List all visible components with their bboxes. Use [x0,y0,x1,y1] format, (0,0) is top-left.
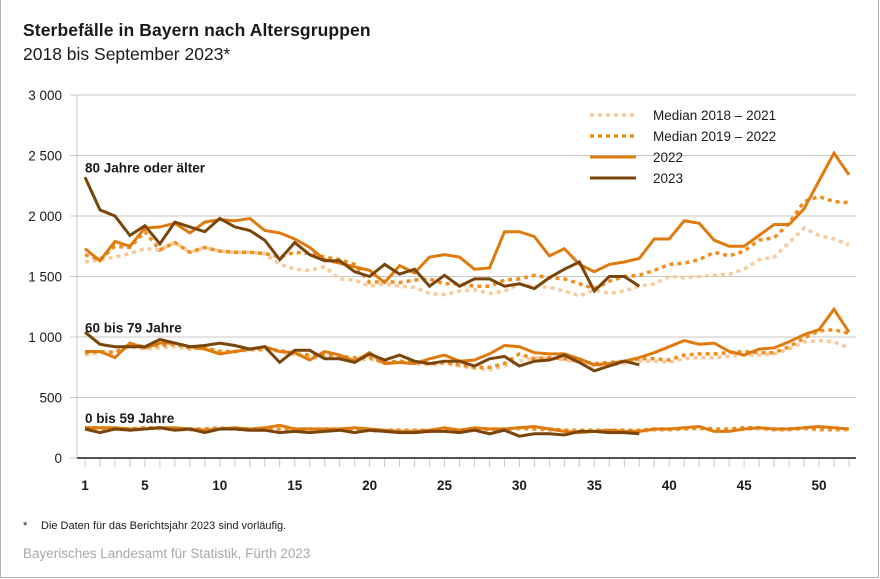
series-line-y2023-group-0 [83,176,641,294]
x-tick-label: 50 [812,478,827,493]
source-note: Bayerisches Landesamt für Statistik, Für… [23,546,311,561]
footnote-text: Die Daten für das Berichtsjahr 2023 sind… [41,520,287,532]
group-label: 80 Jahre oder älter [85,161,206,176]
x-axis: 1 5 10 15 20 25 30 35 40 45 50 [77,457,856,493]
legend-label: Median 2019 – 2022 [653,129,776,144]
x-tick-label: 25 [437,478,453,493]
legend: Median 2018 – 2021 Median 2019 – 2022 2022… [590,108,776,186]
series-line-y2023-group-2 [84,426,640,438]
x-tick-label: 45 [737,478,753,493]
series-line-median_2019_2022-group-1 [84,327,850,370]
series-line-y2022-group-0 [84,150,851,285]
group-2 [84,423,850,438]
y-tick-label: 3 000 [28,88,62,103]
y-axis: 0 500 1 000 1 500 2 000 2 500 3 000 [28,88,62,466]
group-1 [84,306,851,373]
series-line-median_2018_2021-group-0 [84,225,850,298]
x-tick-label: 35 [587,478,603,493]
x-tick-label: 15 [287,478,303,493]
x-tick-label: 40 [662,478,677,493]
chart-title: Sterbefälle in Bayern nach Altersgruppen [23,20,371,40]
legend-label: Median 2018 – 2021 [653,108,776,123]
x-tick-label: 5 [141,478,149,493]
footnote: * Die Daten für das Berichtsjahr 2023 sin… [23,520,286,532]
series-line-y2022-group-1 [85,306,851,367]
y-tick-label: 2 500 [28,149,62,164]
y-tick-label: 1 000 [28,330,62,345]
chart-subtitle: 2018 bis September 2023* [23,44,231,64]
x-tick-label: 1 [81,478,89,493]
legend-label: 2022 [653,150,683,165]
group-labels: 80 Jahre oder älter 60 bis 79 Jahre 0 bis … [85,161,206,426]
footnote-marker: * [23,520,28,532]
grid-lines [70,94,856,459]
x-tick-label: 10 [212,478,227,493]
y-tick-label: 500 [39,391,62,406]
group-0 [83,150,851,298]
series-line-median_2019_2022-group-0 [84,194,850,291]
legend-label: 2023 [653,171,683,186]
group-label: 0 bis 59 Jahre [85,411,175,426]
y-tick-label: 2 000 [28,209,62,224]
y-tick-label: 1 500 [28,270,62,285]
series-lines [83,150,851,438]
x-tick-label: 20 [362,478,377,493]
y-tick-label: 0 [54,451,62,466]
series-line-y2023-group-1 [84,331,640,373]
group-label: 60 bis 79 Jahre [85,320,182,335]
x-tick-label: 30 [512,478,527,493]
